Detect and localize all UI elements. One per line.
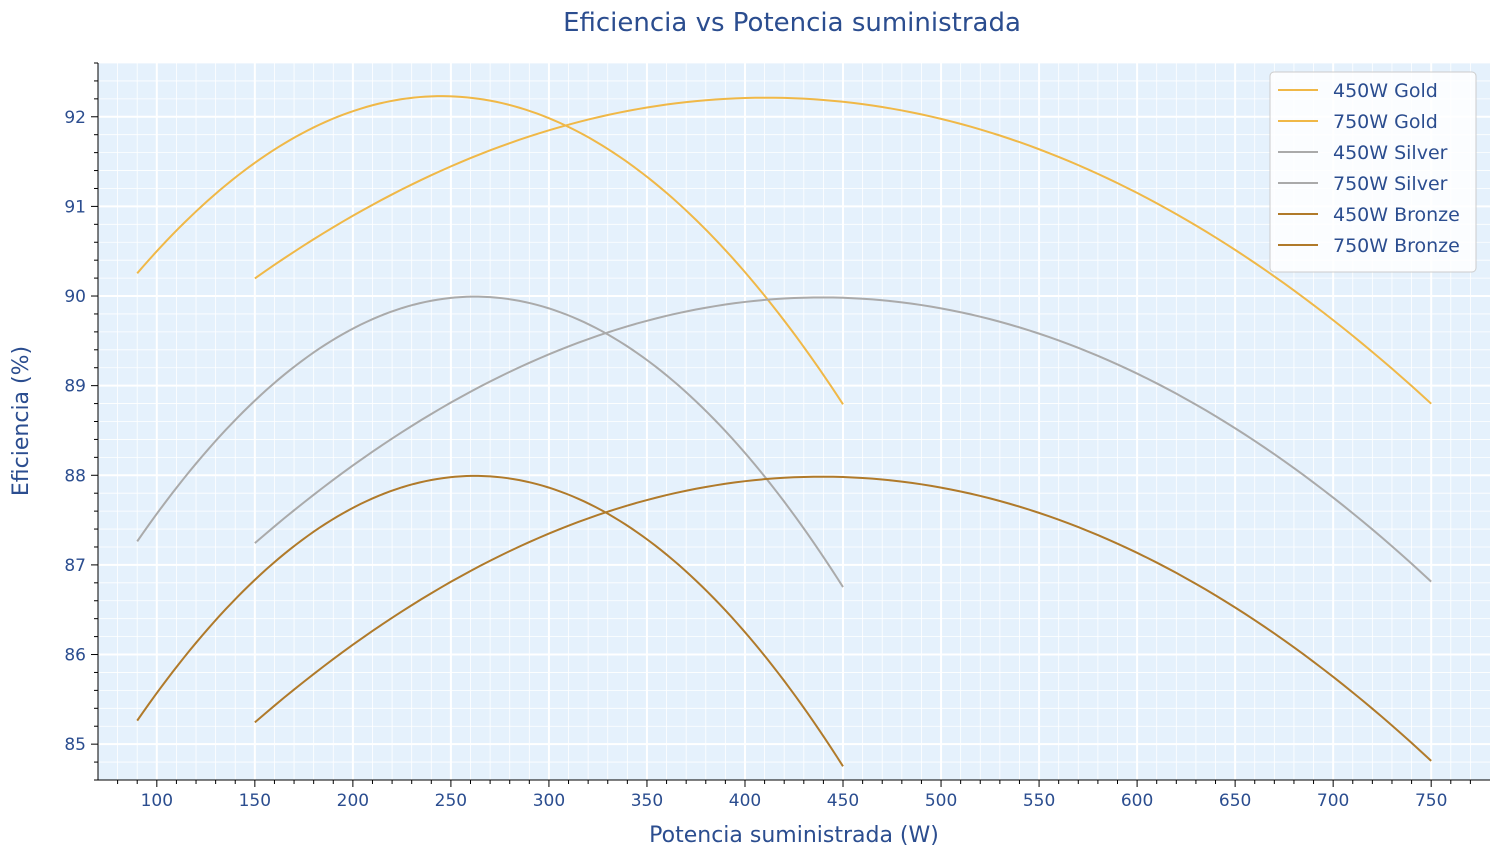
y-axis-label: Eficiencia (%) bbox=[9, 346, 34, 496]
x-tick-label: 500 bbox=[925, 791, 957, 811]
x-tick-label: 250 bbox=[435, 791, 467, 811]
x-tick-label: 550 bbox=[1023, 791, 1055, 811]
series-line-750w-silver bbox=[254, 296, 1432, 583]
y-tick-label: 90 bbox=[64, 287, 86, 307]
legend-entry-750w-silver: 750W Silver bbox=[1333, 173, 1448, 195]
legend-entry-450w-silver: 450W Silver bbox=[1333, 142, 1448, 164]
series-line-750w-bronze bbox=[254, 475, 1432, 762]
series-line-450w-silver bbox=[136, 295, 844, 588]
major-grid bbox=[98, 63, 1490, 780]
legend-entry-450w-gold: 450W Gold bbox=[1333, 80, 1438, 102]
x-axis-ticks: 100 150 200 250 300 350 400 450 500 550 600 650 700 7… bbox=[117, 780, 1471, 811]
legend-entry-750w-bronze: 750W Bronze bbox=[1333, 235, 1460, 257]
x-tick-label: 650 bbox=[1219, 791, 1251, 811]
x-tick-label: 300 bbox=[533, 791, 565, 811]
x-axis-label: Potencia suministrada (W) bbox=[649, 823, 939, 848]
y-axis-ticks: 85 86 87 88 89 90 91 92 bbox=[64, 62, 98, 781]
x-tick-label: 450 bbox=[827, 791, 859, 811]
series-layer bbox=[136, 95, 1432, 767]
x-tick-label: 600 bbox=[1121, 791, 1153, 811]
y-tick-label: 85 bbox=[64, 735, 86, 755]
y-tick-label: 89 bbox=[64, 377, 86, 397]
x-tick-label: 200 bbox=[337, 791, 369, 811]
x-tick-label: 750 bbox=[1415, 791, 1447, 811]
legend-entry-450w-bronze: 450W Bronze bbox=[1333, 204, 1460, 226]
y-tick-label: 92 bbox=[64, 108, 86, 128]
x-tick-label: 100 bbox=[141, 791, 173, 811]
y-tick-label: 88 bbox=[64, 466, 86, 486]
series-line-750w-gold bbox=[254, 96, 1432, 405]
x-tick-label: 400 bbox=[729, 791, 761, 811]
x-tick-label: 350 bbox=[631, 791, 663, 811]
legend: 450W Gold 750W Gold 450W Silver 750W Silver… bbox=[1269, 71, 1477, 273]
x-tick-label: 700 bbox=[1317, 791, 1349, 811]
x-tick-label: 150 bbox=[239, 791, 271, 811]
legend-box bbox=[1269, 71, 1477, 273]
series-line-450w-gold bbox=[136, 95, 844, 405]
legend-entry-750w-gold: 750W Gold bbox=[1333, 111, 1438, 133]
chart-title: Eficiencia vs Potencia suministrada bbox=[563, 8, 1021, 38]
y-tick-label: 91 bbox=[64, 197, 86, 217]
series-line-450w-bronze bbox=[136, 474, 844, 767]
y-tick-label: 87 bbox=[64, 556, 86, 576]
y-tick-label: 86 bbox=[64, 646, 86, 666]
